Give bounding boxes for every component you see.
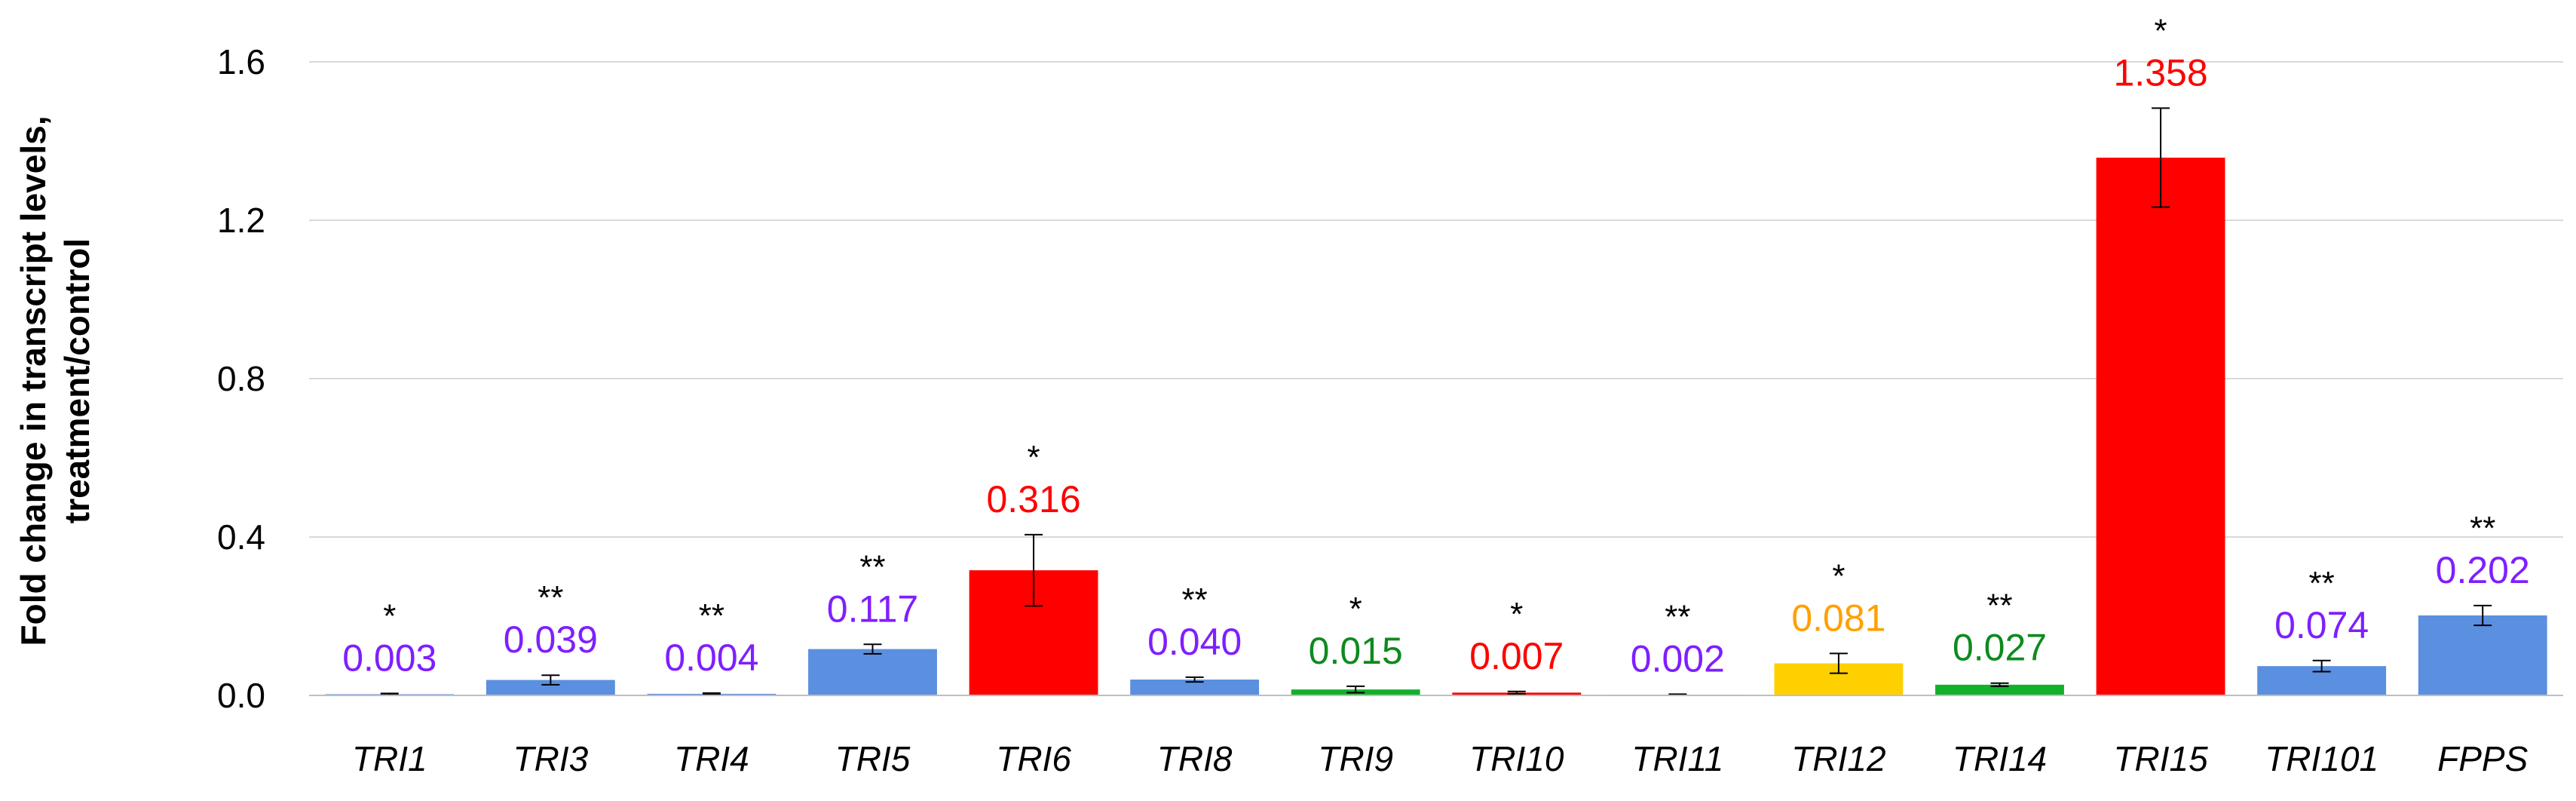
significance-marker: *: [1832, 557, 1845, 594]
data-label: 0.002: [1631, 637, 1725, 680]
data-label: 0.081: [1791, 597, 1885, 639]
bar-group: 0.015*: [1291, 591, 1420, 695]
significance-marker: *: [1510, 596, 1523, 633]
y-tick-label: 1.2: [217, 201, 265, 240]
significance-marker: **: [699, 597, 724, 634]
x-tick-label: TRI1: [352, 739, 427, 778]
data-label: 0.003: [342, 637, 436, 679]
significance-marker: **: [1182, 582, 1208, 618]
data-label: 0.040: [1147, 621, 1242, 663]
x-tick-label: TRI4: [674, 739, 749, 778]
significance-marker: *: [1349, 591, 1362, 628]
y-tick-label: 1.6: [217, 42, 265, 81]
x-tick-label: TRI10: [1469, 739, 1564, 778]
data-label: 0.007: [1469, 635, 1564, 677]
bar-group: 0.007*: [1452, 596, 1582, 695]
significance-marker: **: [1986, 588, 2012, 625]
y-axis-label-line-2: treatment/control: [57, 238, 96, 523]
data-label: 0.117: [827, 588, 918, 630]
bar-group: 0.003*: [325, 597, 455, 696]
bar: [2418, 615, 2547, 695]
data-label: 0.015: [1309, 630, 1403, 672]
significance-marker: *: [383, 597, 396, 634]
bars: 0.003*0.039**0.004** 0.117**0.316*0.040**…: [325, 12, 2547, 696]
x-tick-label: TRI12: [1791, 739, 1885, 778]
bar-group: 0.040**: [1130, 582, 1260, 695]
y-tick-label: 0.0: [217, 676, 265, 715]
x-tick-label: TRI11: [1631, 739, 1723, 778]
data-label: 0.027: [1953, 627, 2047, 669]
bar: [1130, 680, 1260, 695]
y-axis-ticks: 0.0 0.4 0.8 1.2 1.6: [217, 42, 265, 715]
bar: [1935, 684, 2064, 695]
x-tick-label: TRI8: [1157, 739, 1233, 778]
x-tick-label: TRI101: [2265, 739, 2378, 778]
significance-marker: **: [859, 548, 885, 585]
x-tick-label: TRI3: [513, 739, 589, 778]
y-tick-label: 0.4: [217, 517, 265, 557]
x-tick-label: FPPS: [2437, 739, 2528, 778]
data-label: 0.039: [504, 618, 598, 661]
bar-group: 0.117**: [808, 548, 937, 695]
data-label: 0.074: [2274, 604, 2369, 646]
significance-marker: **: [2309, 565, 2335, 602]
bar: [2096, 158, 2225, 696]
data-label: 1.358: [2114, 51, 2208, 94]
bar-group: 0.081*: [1774, 557, 1904, 695]
x-tick-label: TRI14: [1953, 739, 2047, 778]
bar: [485, 680, 615, 695]
bar-group: 1.358*: [2096, 12, 2225, 696]
bar-group: 0.316*: [969, 439, 1098, 695]
bar-group: 0.002**: [1613, 598, 1742, 696]
data-label: 0.202: [2436, 549, 2530, 591]
bar: [808, 649, 937, 695]
bar-group: 0.027**: [1935, 588, 2064, 695]
bar-group: 0.039**: [485, 579, 615, 695]
significance-marker: **: [538, 579, 563, 616]
bar-group: 0.202**: [2418, 510, 2547, 695]
x-tick-label: TRI15: [2113, 739, 2208, 778]
significance-marker: **: [2470, 510, 2495, 547]
significance-marker: *: [2155, 12, 2167, 49]
y-tick-label: 0.8: [217, 359, 265, 398]
data-label: 0.316: [987, 478, 1081, 520]
data-label: 0.004: [664, 637, 758, 679]
bar-group: 0.004**: [647, 597, 776, 695]
x-tick-label: TRI6: [996, 739, 1071, 778]
x-tick-label: TRI5: [835, 739, 911, 778]
x-tick-label: TRI9: [1318, 739, 1393, 778]
significance-marker: **: [1665, 598, 1690, 635]
bar-group: 0.074**: [2257, 565, 2387, 695]
significance-marker: *: [1028, 439, 1040, 476]
y-axis-label-line-1: Fold change in transcript levels,: [14, 116, 53, 646]
x-axis-tick-labels: TRI1 TRI3 TRI4 TRI5 TRI6 TRI8 TRI9 TRI10 TRI11 TR…: [352, 739, 2529, 778]
y-axis-label: Fold change in transcript levels, treatm…: [14, 116, 96, 646]
